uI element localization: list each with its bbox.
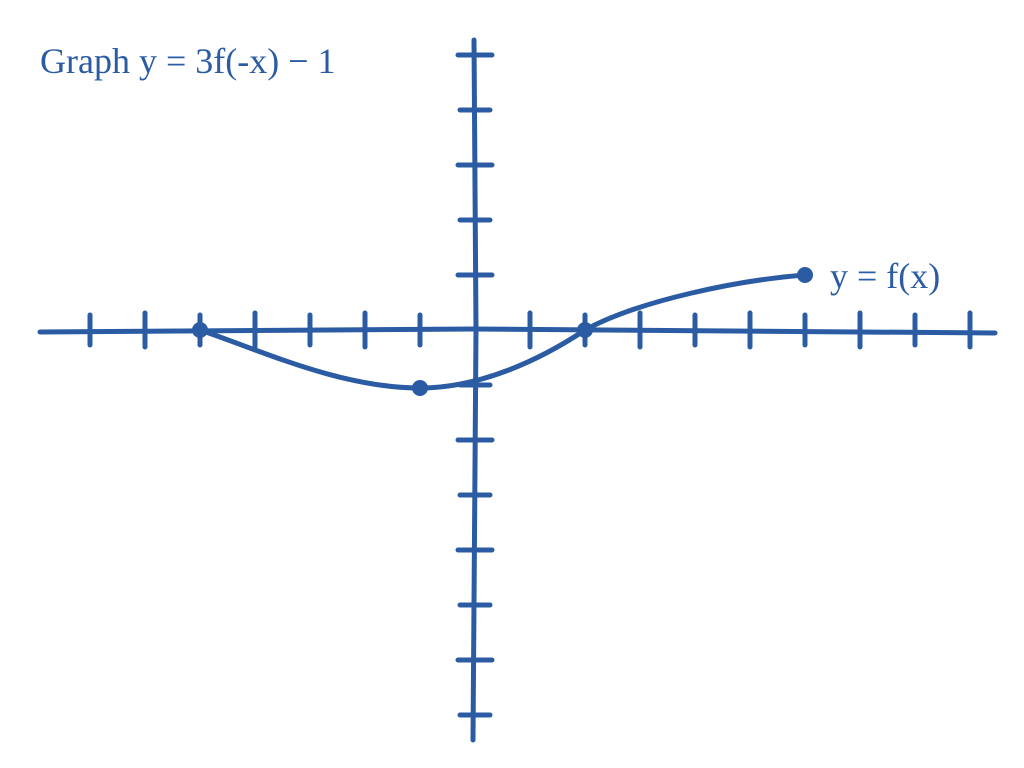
curve-point-marker [797, 267, 813, 283]
curve-point-marker [192, 322, 208, 338]
coordinate-plane [0, 0, 1024, 768]
curve-point-marker [412, 380, 428, 396]
graph-canvas: Graph y = 3f(-x) − 1 y = f(x) [0, 0, 1024, 768]
axes [40, 40, 995, 740]
tick-marks [90, 55, 970, 715]
curve-point-marker [577, 322, 593, 338]
